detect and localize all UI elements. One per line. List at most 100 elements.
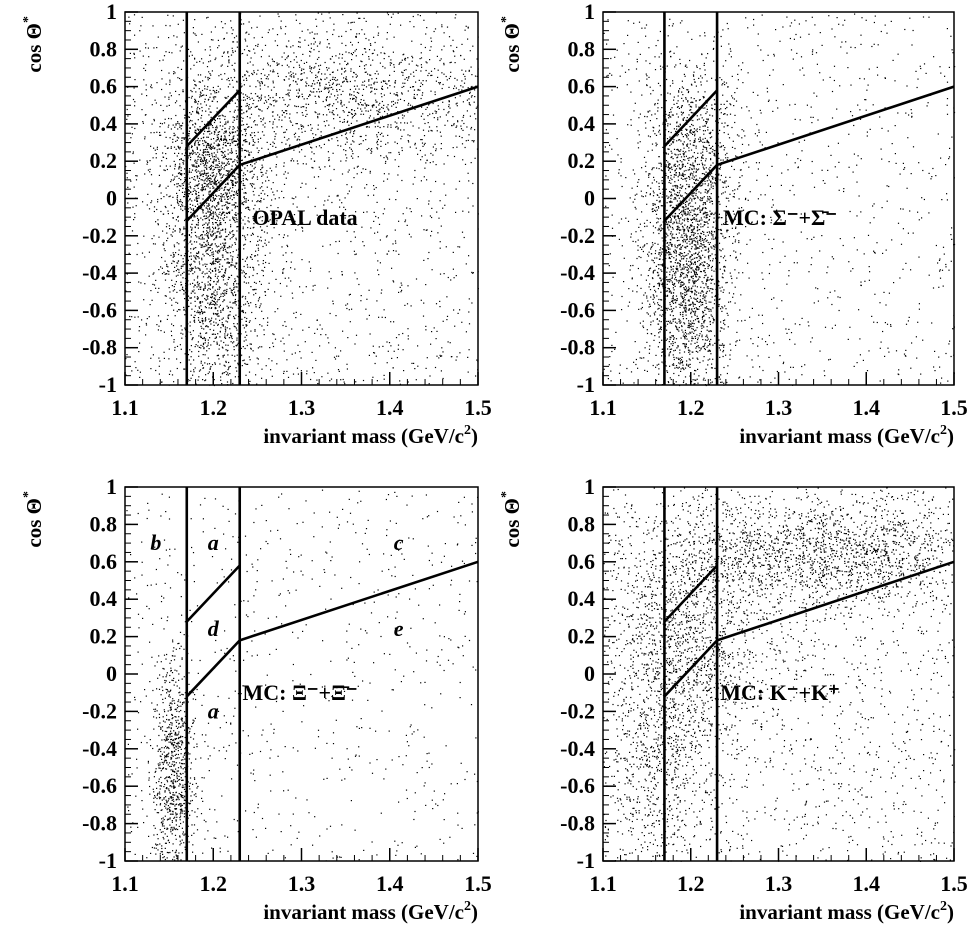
data-point xyxy=(253,168,255,170)
data-point xyxy=(454,85,456,87)
data-point xyxy=(198,144,200,146)
data-point xyxy=(210,164,213,166)
data-point xyxy=(290,280,292,282)
data-point xyxy=(305,163,307,165)
data-point xyxy=(232,86,234,88)
data-point xyxy=(328,139,330,142)
data-point xyxy=(426,62,428,64)
data-point xyxy=(316,58,319,60)
data-point xyxy=(457,312,459,314)
data-point xyxy=(215,159,217,161)
data-point xyxy=(410,73,412,75)
data-point xyxy=(260,56,262,58)
data-point xyxy=(349,147,351,149)
data-point xyxy=(208,160,210,162)
data-point xyxy=(172,138,174,140)
data-point xyxy=(202,140,204,142)
data-point xyxy=(183,293,185,295)
data-point xyxy=(248,305,250,307)
data-point xyxy=(446,296,448,298)
data-point xyxy=(399,98,402,100)
data-point xyxy=(306,61,308,63)
data-point xyxy=(231,259,233,261)
data-point xyxy=(204,98,206,100)
data-point xyxy=(187,211,189,213)
data-point xyxy=(391,101,393,103)
data-point xyxy=(201,246,203,248)
data-point xyxy=(233,219,236,222)
data-point xyxy=(257,131,259,133)
data-point xyxy=(393,64,395,66)
data-point xyxy=(192,337,194,339)
data-point xyxy=(235,165,238,167)
data-point xyxy=(303,98,305,100)
data-point xyxy=(174,152,176,154)
data-point xyxy=(248,33,250,35)
data-point xyxy=(216,92,218,94)
data-point xyxy=(360,300,362,302)
data-point xyxy=(125,290,127,292)
data-point xyxy=(211,303,213,305)
data-point xyxy=(247,220,249,222)
data-point xyxy=(215,295,217,297)
data-point xyxy=(172,179,174,181)
data-point xyxy=(437,105,439,107)
data-point xyxy=(196,256,198,258)
data-point xyxy=(212,230,214,232)
data-point xyxy=(191,227,193,229)
data-point xyxy=(255,374,257,376)
data-point xyxy=(212,182,214,184)
data-point xyxy=(228,276,230,278)
data-point xyxy=(182,162,184,164)
data-point xyxy=(250,348,252,350)
data-point xyxy=(365,104,367,106)
data-point xyxy=(234,102,236,104)
data-point xyxy=(218,249,220,251)
data-point xyxy=(205,207,207,209)
data-point xyxy=(195,258,197,260)
data-point xyxy=(153,132,155,134)
data-point xyxy=(230,20,232,22)
data-point xyxy=(366,120,368,122)
data-point xyxy=(199,128,201,130)
data-point xyxy=(353,98,355,100)
data-point xyxy=(205,325,207,328)
data-point xyxy=(195,153,197,155)
data-point xyxy=(452,116,454,118)
data-point xyxy=(449,107,451,109)
data-point xyxy=(227,333,229,335)
data-point xyxy=(432,146,434,148)
data-point xyxy=(263,329,265,331)
data-point xyxy=(356,12,358,14)
data-point xyxy=(204,354,206,356)
data-point xyxy=(175,123,177,125)
data-point xyxy=(177,200,179,202)
data-point xyxy=(278,234,280,236)
data-point xyxy=(306,113,308,115)
data-point xyxy=(178,249,180,251)
data-point xyxy=(200,92,202,94)
data-point xyxy=(227,261,229,263)
data-point xyxy=(370,74,372,76)
data-point xyxy=(355,97,358,99)
data-point xyxy=(230,306,232,308)
data-point xyxy=(453,123,455,125)
data-point xyxy=(232,41,234,43)
data-point xyxy=(245,178,247,180)
data-point xyxy=(222,309,224,311)
data-point xyxy=(193,178,195,180)
data-point xyxy=(189,119,191,121)
data-point xyxy=(207,224,209,226)
data-point xyxy=(234,140,236,142)
data-point xyxy=(192,208,195,210)
data-point xyxy=(324,106,326,108)
data-point xyxy=(173,71,175,73)
data-point xyxy=(211,146,213,148)
data-point xyxy=(218,224,220,226)
data-point xyxy=(208,98,210,100)
data-point xyxy=(435,112,437,114)
data-point xyxy=(263,134,265,136)
data-point xyxy=(176,100,178,102)
data-point xyxy=(218,315,220,317)
data-point xyxy=(180,46,182,48)
